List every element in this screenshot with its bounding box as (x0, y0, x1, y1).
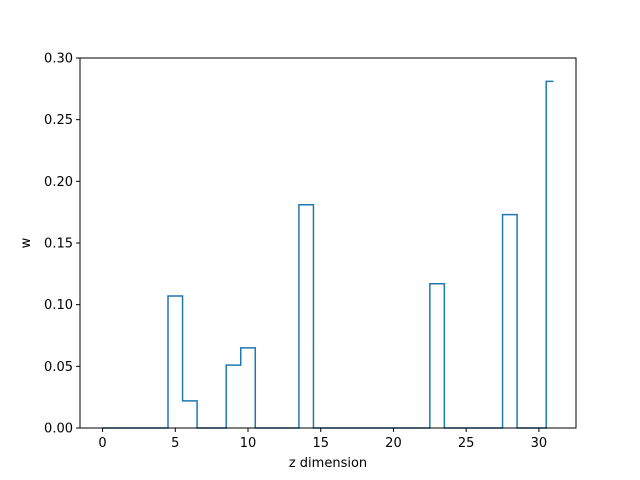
y-axis-label: w (19, 237, 34, 248)
x-tick-label: 30 (531, 436, 548, 451)
y-tick-label: 0.30 (44, 52, 73, 67)
y-tick-label: 0.20 (44, 175, 73, 190)
x-tick-label: 0 (98, 436, 106, 451)
y-tick-label: 0.05 (44, 360, 73, 375)
x-tick-label: 5 (171, 436, 179, 451)
x-tick-label: 20 (385, 436, 402, 451)
y-tick-label: 0.00 (44, 422, 73, 437)
x-tick-label: 15 (312, 436, 329, 451)
x-tick-label: 25 (458, 436, 475, 451)
y-tick-label: 0.15 (44, 237, 73, 252)
plot-frame (79, 57, 577, 429)
x-axis-label: z dimension (289, 456, 367, 471)
x-tick-label: 10 (240, 436, 257, 451)
x-axis-ticks: 0 5 10 15 20 25 30 (98, 428, 547, 451)
y-axis-ticks: 0.00 0.05 0.10 0.15 0.20 0.25 0.30 (44, 52, 80, 437)
y-tick-label: 0.10 (44, 298, 73, 313)
plot-area (80, 58, 576, 428)
y-tick-label: 0.25 (44, 113, 73, 128)
